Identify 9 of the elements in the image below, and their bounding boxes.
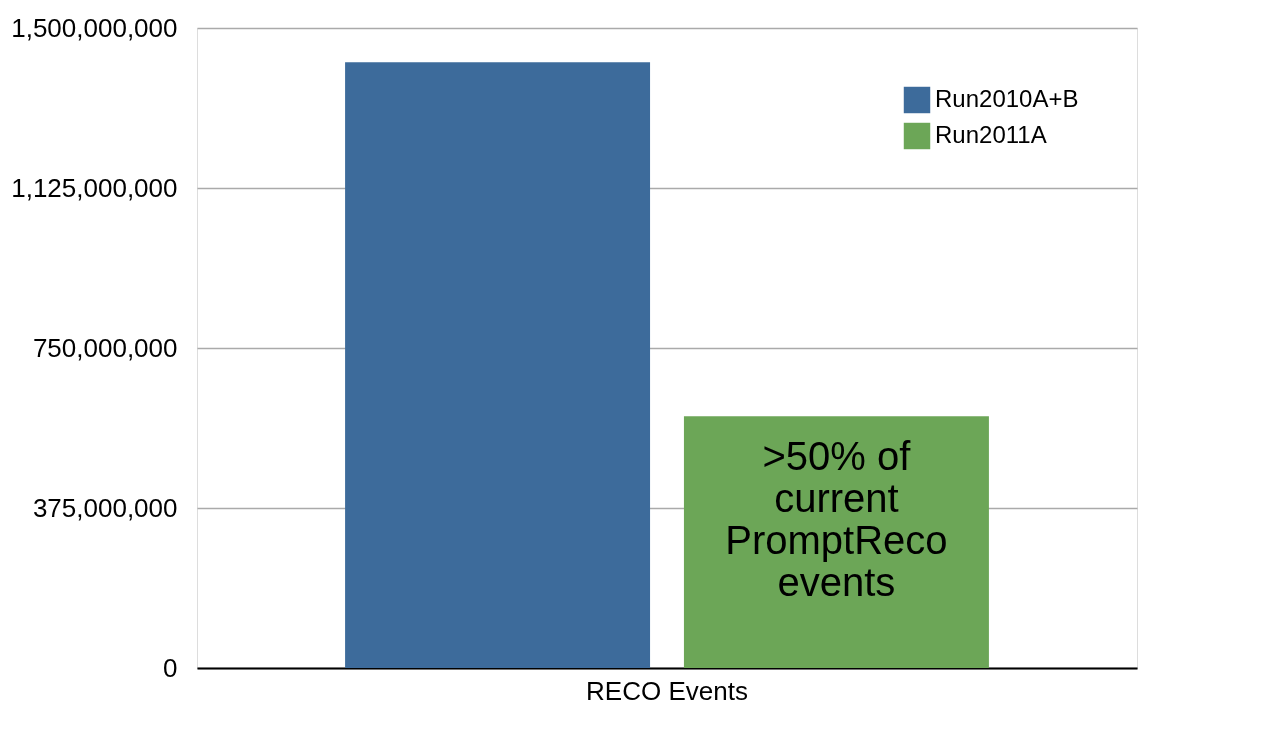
y-tick-label: 1,125,000,000 xyxy=(11,172,178,203)
legend-label: Run2010A+B xyxy=(935,85,1079,112)
y-tick-label: 1,500,000,000 xyxy=(11,12,178,43)
legend-label: Run2011A xyxy=(935,121,1047,148)
annotation: >50% of current PromptReco events xyxy=(725,434,948,605)
x-tick-label: RECO Events xyxy=(586,675,748,706)
y-tick-label: 750,000,000 xyxy=(32,332,178,363)
y-tick-label: 0 xyxy=(163,652,178,683)
y-tick-label: 375,000,000 xyxy=(32,492,178,523)
